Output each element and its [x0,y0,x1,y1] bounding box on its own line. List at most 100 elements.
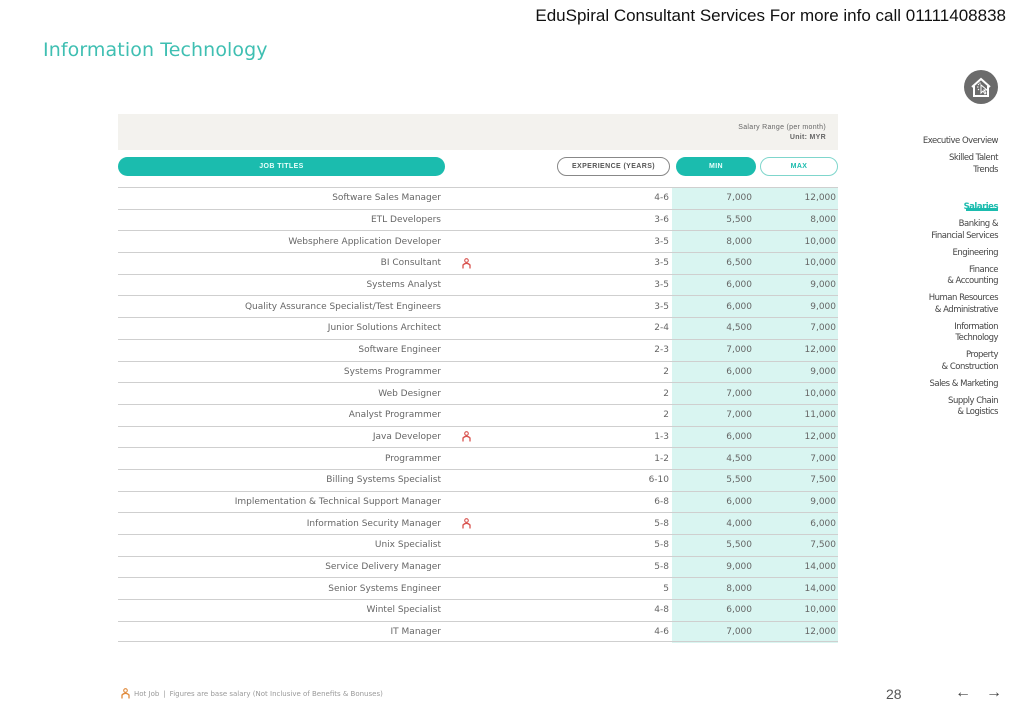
experience-years: 5-8 [654,518,669,529]
max-salary: 10,000 [804,236,837,247]
job-title: Billing Systems Specialist [326,475,441,486]
max-salary: 7,000 [810,323,836,334]
job-title: Junior Solutions Architect [327,323,441,334]
table-row: Implementation & Technical Support Manag… [118,490,838,513]
experience-years: 1-2 [654,453,669,464]
nav-item-supply-chain-logistics[interactable]: Supply Chain & Logistics [948,395,998,418]
max-salary: 9,000 [810,496,836,507]
experience-years: 3-5 [654,301,669,312]
contact-banner: EduSpiral Consultant Services For more i… [535,6,1006,25]
page-title: Information Technology [43,39,268,61]
table-row: Websphere Application Developer 3-5 8,000 1… [118,230,838,252]
table-row: Systems Analyst 3-5 6,000 9,000 [118,273,838,296]
job-title: Java Developer [372,431,441,442]
experience-years: 2 [663,366,669,377]
nav-item-property-construction[interactable]: Property & Construction [941,350,999,372]
experience-years: 5-8 [654,540,669,551]
max-salary: 7,500 [810,475,836,486]
max-salary: 6,000 [810,518,836,529]
min-salary: 5,500 [726,475,752,486]
nav-item-engineering[interactable]: Engineering [952,247,999,258]
hot-job-marker [459,427,473,448]
hot-job-legend: Hot Job [134,689,160,698]
table-row: Wintel Specialist 4-8 6,000 10,000 [118,599,838,621]
nav-item-information-technology[interactable]: Information Technology [954,321,998,344]
max-salary-header: MAX [760,157,838,176]
min-salary: 6,500 [726,258,752,269]
table-row: Software Engineer 2-3 7,000 12,000 [118,338,838,361]
min-salary: 9,000 [726,562,752,573]
experience-years: 5 [663,583,669,594]
table-row: IT Manager 4-6 7,000 12,000 [118,620,838,643]
table-row: Quality Assurance Specialist/Test Engine… [118,295,838,317]
job-title: Senior Systems Engineer [328,583,441,594]
table-row: BI Consultant 3-5 6,500 10,000 [118,252,838,274]
arrow-right-icon[interactable]: → [986,684,1002,701]
nav-item-finance-accounting[interactable]: Finance & Accounting [947,264,998,287]
job-title: Analyst Programmer [348,410,441,421]
footer-separator: | [163,689,166,698]
job-title: Software Sales Manager [332,193,441,204]
experience-years: 1-3 [654,431,669,442]
experience-years: 2-4 [654,323,669,334]
min-salary: 8,000 [726,236,752,247]
job-title: Systems Programmer [343,366,441,377]
nav-item-executive-overview[interactable]: Executive Overview [922,136,999,146]
hot-job-icon [121,688,130,699]
max-salary: 12,000 [804,626,837,637]
min-salary: 7,000 [726,345,752,356]
job-titles-header: JOB TITLES [118,157,445,176]
salary-unit-label: Unit: MYR [789,134,826,141]
job-title: Unix Specialist [374,540,441,551]
arrow-left-icon[interactable]: ← [955,684,971,701]
nav-item-salaries[interactable]: Salaries [963,202,999,212]
home-button[interactable] [964,70,998,104]
experience-years: 6-8 [654,496,669,507]
experience-header: EXPERIENCE (YEARS) [557,157,670,176]
nav-item-sales-marketing[interactable]: Sales & Marketing [929,378,998,389]
min-salary: 7,000 [726,410,752,421]
job-title: ETL Developers [370,215,441,226]
max-salary: 9,000 [810,301,836,312]
max-salary: 10,000 [804,388,837,399]
salary-range-caption: Salary Range (per month) Unit: MYR [738,123,826,143]
table-row: Service Delivery Manager 5-8 9,000 14,000 [118,555,838,578]
min-salary: 4,500 [726,323,752,334]
job-title: Service Delivery Manager [325,562,441,573]
table-row: Web Designer 2 7,000 10,000 [118,382,838,404]
max-salary: 7,000 [810,453,836,464]
experience-years: 4-8 [654,605,669,616]
experience-years: 2 [663,410,669,421]
max-salary: 12,000 [804,431,837,442]
min-salary-header: MIN [676,157,756,176]
min-salary: 7,000 [726,193,752,204]
hot-job-icon [461,431,471,442]
table-row: Java Developer 1-3 6,000 12,000 [118,425,838,448]
experience-years: 4-6 [654,626,669,637]
max-salary: 10,000 [804,605,837,616]
hot-job-marker [459,253,473,274]
footer-note: Hot Job | Figures are base salary (Not I… [121,688,383,699]
experience-years: 5-8 [654,562,669,573]
nav-item-human-resources-administrative[interactable]: Human Resources & Administrative [928,293,999,315]
job-title: Web Designer [378,388,441,399]
max-salary: 10,000 [804,258,837,269]
min-salary: 6,000 [726,301,752,312]
experience-years: 3-5 [654,280,669,291]
experience-years: 2 [663,388,669,399]
table-row: Software Sales Manager 4-6 7,000 12,000 [118,187,838,209]
table-row: Programmer 1-2 4,500 7,000 [118,447,838,469]
experience-years: 2-3 [654,345,669,356]
nav-item-skilled-talent-trends[interactable]: Skilled Talent Trends [948,153,999,175]
max-salary: 14,000 [804,583,837,594]
job-title: Information Security Manager [306,518,441,529]
nav-item-banking-financial-services[interactable]: Banking & Financial Services [931,219,998,241]
table-row: ETL Developers 3-6 5,500 8,000 [118,208,838,231]
job-title: Websphere Application Developer [288,236,441,247]
table-row: Billing Systems Specialist 6-10 5,500 7,500 [118,468,838,491]
job-title: Software Engineer [358,345,441,356]
min-salary: 7,000 [726,388,752,399]
max-salary: 14,000 [804,562,837,573]
max-salary: 9,000 [810,280,836,291]
job-title: Programmer [385,453,441,464]
